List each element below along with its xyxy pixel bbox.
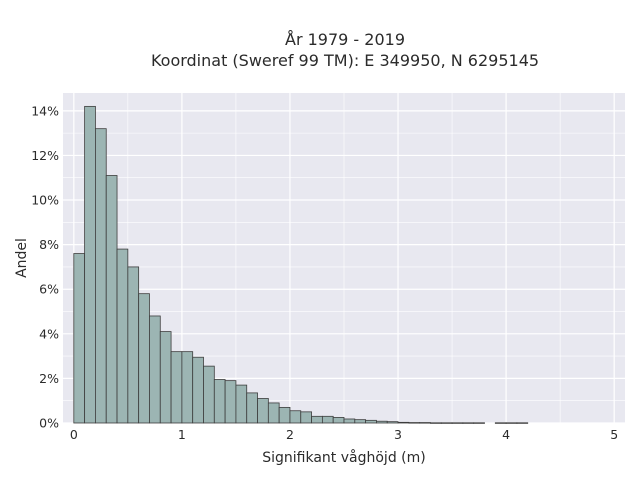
- y-tick-label: 6%: [39, 282, 59, 297]
- y-tick-label: 10%: [31, 193, 59, 208]
- histogram-bar: [138, 293, 150, 424]
- histogram-bar: [181, 351, 194, 424]
- histogram-bar: [73, 253, 86, 424]
- histogram-bar: [203, 365, 215, 424]
- histogram-bar: [267, 402, 280, 424]
- histogram-bar: [213, 379, 226, 424]
- chart-title: År 1979 - 2019: [285, 30, 405, 49]
- histogram-bar: [473, 422, 485, 424]
- y-axis-ticks: 0% 2% 4% 6% 8% 10% 12% 14%: [31, 103, 59, 430]
- histogram-bar: [159, 331, 172, 424]
- x-tick-label: 0: [70, 427, 78, 442]
- histogram-bar: [170, 351, 183, 424]
- histogram-bar: [311, 415, 323, 424]
- histogram-bar: [116, 248, 129, 424]
- histogram-bar: [149, 315, 161, 424]
- histogram-bar: [127, 266, 140, 424]
- histogram-bar: [451, 422, 464, 424]
- histogram-bar: [321, 415, 334, 424]
- x-axis-ticks: 0 1 2 3 4 5: [70, 427, 618, 442]
- x-tick-label: 3: [394, 427, 402, 442]
- histogram-bar: [397, 421, 410, 424]
- histogram-bar: [440, 422, 453, 424]
- histogram-bar: [192, 356, 204, 424]
- histogram-bar: [289, 410, 302, 424]
- histogram-bar: [105, 175, 118, 424]
- grid-lines: [63, 93, 625, 424]
- histogram-bar: [300, 411, 312, 424]
- histogram-bar: [494, 422, 507, 424]
- histogram-bars: [73, 105, 529, 424]
- histogram-bar: [246, 392, 258, 424]
- y-tick-label: 2%: [39, 371, 59, 386]
- histogram-bar: [376, 420, 388, 424]
- y-tick-label: 14%: [31, 103, 59, 118]
- histogram-bar: [354, 419, 367, 424]
- x-tick-label: 5: [610, 427, 618, 442]
- x-tick-label: 1: [178, 427, 186, 442]
- histogram-bar: [235, 384, 248, 424]
- y-tick-label: 0%: [39, 416, 59, 431]
- histogram-bar: [95, 128, 107, 424]
- histogram-bar: [505, 422, 518, 424]
- histogram-bar: [419, 422, 431, 424]
- chart-subtitle: Koordinat (Sweref 99 TM): E 349950, N 62…: [151, 51, 539, 70]
- histogram-bar: [430, 422, 442, 424]
- histogram-bar: [343, 418, 356, 424]
- histogram-bar: [408, 422, 421, 424]
- histogram-bar: [84, 105, 96, 424]
- y-axis-title: Andel: [14, 238, 30, 278]
- y-tick-label: 12%: [31, 148, 59, 163]
- histogram-bar: [332, 417, 345, 424]
- histogram-bar: [224, 380, 237, 424]
- x-tick-label: 2: [286, 427, 294, 442]
- y-tick-label: 8%: [39, 237, 59, 252]
- y-tick-label: 4%: [39, 326, 59, 341]
- histogram-bar: [278, 406, 291, 424]
- x-tick-label: 4: [502, 427, 510, 442]
- x-axis-title: Signifikant våghöjd (m): [262, 449, 425, 466]
- histogram-bar: [386, 421, 399, 424]
- histogram-bar: [462, 422, 475, 424]
- histogram-bar: [516, 422, 529, 424]
- histogram-bar: [257, 398, 269, 424]
- histogram-bar: [365, 419, 377, 424]
